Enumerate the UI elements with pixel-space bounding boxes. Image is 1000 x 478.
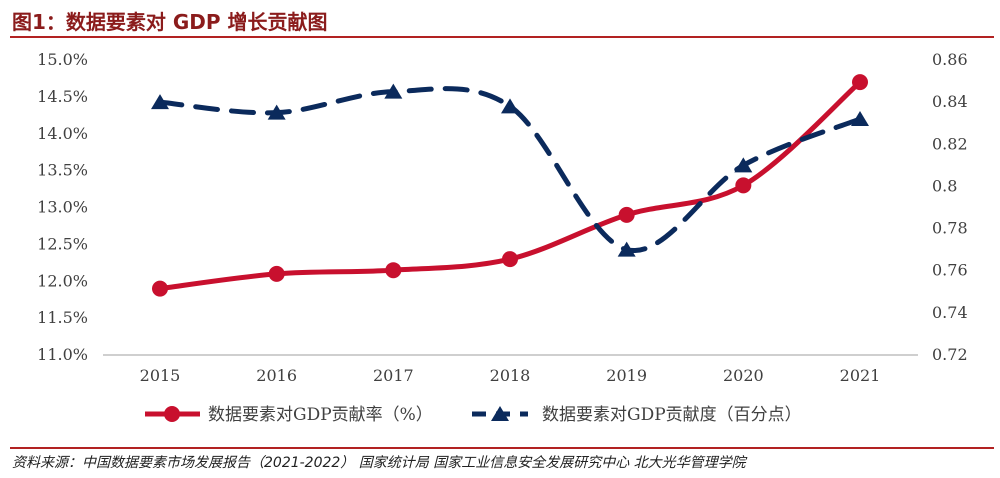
axes-group: 15.0% 14.5% 14.0% 13.5% 13.0% 12.5% 12.0% 11.5%… [37, 50, 967, 385]
figure-title: 图1：数据要素对 GDP 增长贡献图 [12, 10, 328, 34]
source-note: 资料来源：中国数据要素市场发展报告（2021-2022） 国家统计局 国家工业信… [12, 455, 746, 471]
left-tick-label: 13.0% [37, 198, 88, 217]
left-tick-label: 11.5% [37, 308, 88, 327]
right-tick-label: 0.78 [932, 219, 968, 238]
series-degree-point [617, 241, 636, 257]
legend-group: 数据要素对GDP贡献率（%） 数据要素对GDP贡献度（百分点） [145, 405, 802, 425]
left-tick-label: 12.0% [37, 271, 88, 290]
source-rule [10, 447, 994, 449]
title-rule [10, 36, 994, 38]
x-tick-label: 2021 [840, 366, 881, 385]
x-tick-label: 2019 [606, 366, 647, 385]
left-tick-label: 12.5% [37, 234, 88, 253]
series-rate-point [618, 206, 635, 223]
right-tick-label: 0.76 [932, 261, 968, 280]
plot-group [151, 74, 869, 297]
x-tick-label: 2015 [140, 366, 181, 385]
series-rate-point [852, 74, 868, 91]
series-degree-point [384, 83, 403, 99]
right-tick-label: 0.74 [932, 303, 968, 322]
series-degree-point [734, 157, 753, 173]
left-tick-label: 14.0% [37, 124, 88, 143]
right-tick-label: 0.82 [932, 134, 968, 153]
series-degree-point [151, 94, 169, 110]
x-tick-label: 2017 [373, 366, 414, 385]
left-tick-label: 13.5% [37, 161, 88, 180]
legend-degree-marker [491, 406, 509, 421]
series-degree-point [501, 98, 519, 114]
legend-rate-label: 数据要素对GDP贡献率（%） [208, 405, 433, 425]
right-tick-label: 0.8 [932, 176, 957, 195]
x-tick-label: 2018 [490, 366, 531, 385]
series-rate-point [502, 251, 518, 268]
chart-area: 15.0% 14.5% 14.0% 13.5% 13.0% 12.5% 12.0% 11.5%… [37, 50, 967, 425]
right-tick-label: 0.84 [932, 92, 968, 111]
legend-degree-label: 数据要素对GDP贡献度（百分点） [542, 405, 802, 425]
x-tick-label: 2020 [723, 366, 764, 385]
series-rate-point [385, 262, 402, 279]
legend-rate-marker [164, 406, 180, 422]
left-tick-label: 14.5% [37, 87, 88, 106]
left-tick-label: 11.0% [37, 345, 88, 364]
right-tick-label: 0.72 [932, 345, 968, 364]
x-tick-label: 2016 [256, 366, 297, 385]
right-tick-label: 0.86 [932, 50, 968, 69]
series-degree-point [851, 111, 869, 126]
series-rate-point [152, 280, 168, 297]
series-degree-point [267, 104, 286, 120]
left-tick-label: 15.0% [37, 50, 88, 69]
series-rate-point [735, 177, 752, 194]
series-rate-point [268, 265, 285, 282]
